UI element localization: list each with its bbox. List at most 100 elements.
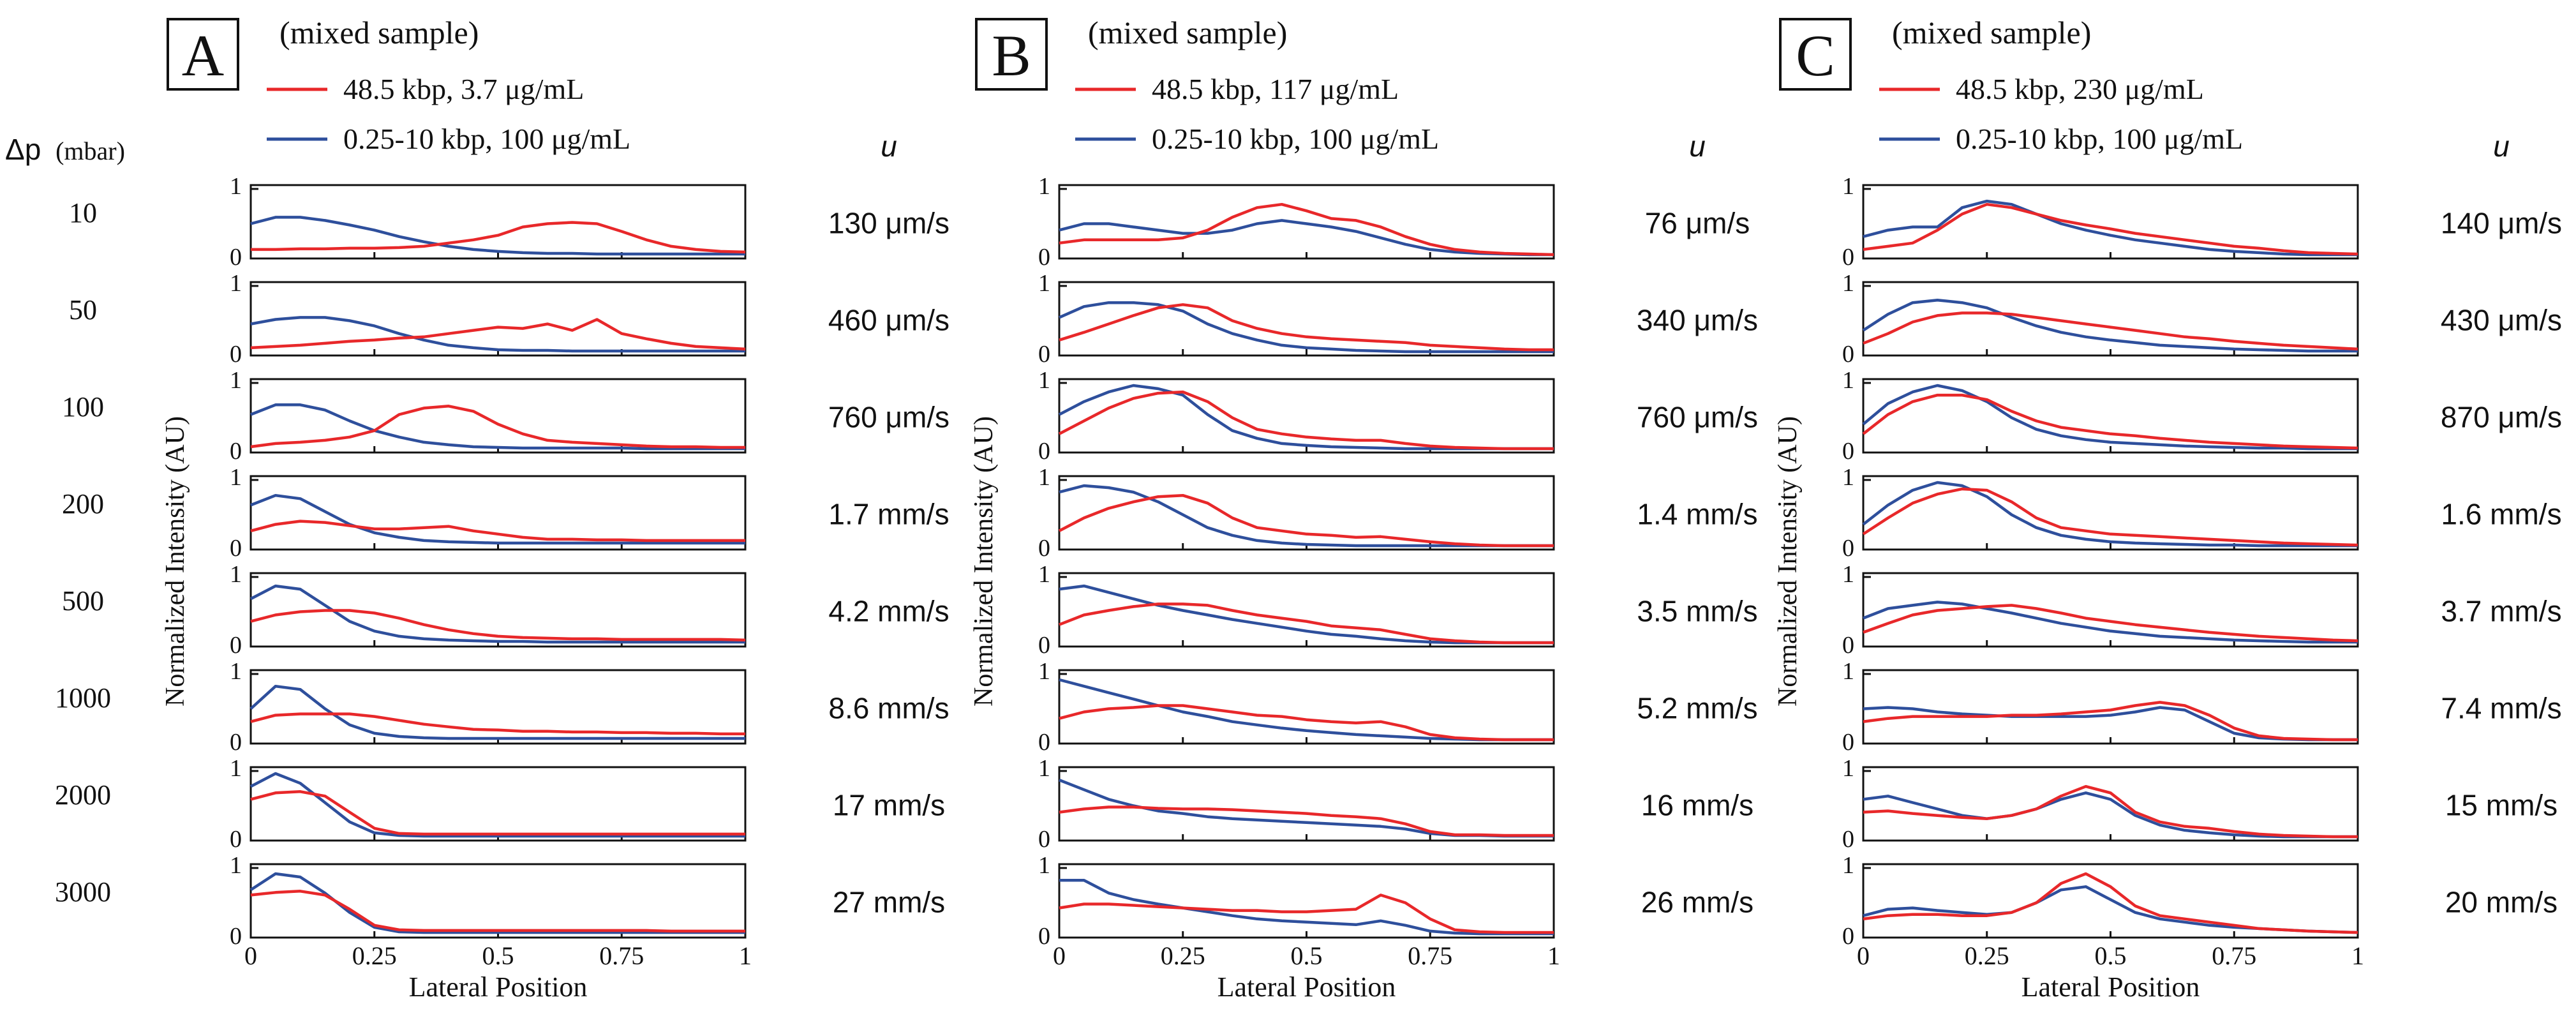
x-tick-label: 0.25 [1161,941,1205,970]
legend-blue-label: 0.25-10 kbp, 100 μg/mL [1956,123,2243,155]
y-tick-label: 1 [1038,270,1050,297]
blue-series-line [1059,484,1554,548]
blue-series-line [249,772,745,838]
blue-series-line [1059,878,1554,936]
x-axis-label: Lateral Position [1217,971,1396,1003]
subplot-frame [1058,572,1555,648]
subplot: 1 0 870 μm/s [1842,367,2562,465]
legend-red-label: 48.5 kbp, 3.7 μg/mL [343,73,584,105]
x-axis-label: Lateral Position [409,971,588,1003]
subplot: 1 0 4.2 mm/s [230,561,949,659]
y-tick-label: 1 [230,270,242,297]
y-tick-label: 1 [1842,464,1854,491]
speed-label: 76 μm/s [1645,207,1750,240]
red-series-line [1862,393,2358,450]
y-tick-label: 0 [230,438,242,465]
speed-label: 26 mm/s [1641,886,1753,919]
legend-blue-label: 0.25-10 kbp, 100 μg/mL [343,123,630,155]
subplot: 1 0 7.4 mm/s [1842,658,2562,756]
u-header: u [2493,130,2510,163]
subplot-frame [1058,475,1555,551]
y-tick-label: 0 [1842,729,1854,756]
y-tick-label: 1 [1038,367,1050,394]
red-series-line [250,890,745,933]
subplot-frame [1058,184,1555,260]
red-series-line [250,405,745,449]
dp-value: 2000 [55,779,111,811]
x-tick-label: 0.75 [599,941,644,970]
subplot-frame [249,863,747,939]
y-tick-label: 0 [230,244,242,271]
y-tick-label: 1 [230,561,242,588]
y-tick-label: 1 [1842,658,1854,685]
y-tick-label: 0 [230,826,242,853]
x-tick-label: 0.25 [352,941,397,970]
y-tick-label: 1 [1038,755,1050,782]
speed-label: 17 mm/s [833,789,945,822]
subplot: 1 0 430 μm/s [1842,270,2562,368]
sample-label: (mixed sample) [279,15,479,50]
red-series-line [1059,894,1554,934]
red-series-line [1863,202,2358,256]
subplot: 1 0 1.6 mm/s [1842,464,2562,562]
y-tick-label: 0 [1038,244,1050,271]
x-tick-label: 0.5 [482,941,514,970]
speed-label: 7.4 mm/s [2441,692,2561,725]
y-tick-label: 0 [1842,535,1854,562]
red-series-line [1863,784,2358,839]
red-series-line [1059,303,1554,352]
y-tick-label: 1 [230,464,242,491]
subplot: 1 0 20 mm/s [1842,852,2557,950]
red-series-line [1863,311,2358,351]
blue-series-line [250,316,745,353]
y-tick-label: 1 [1038,561,1050,588]
red-series-line [1862,487,2358,547]
subplot-frame [1058,281,1555,357]
subplot-frame [1058,766,1555,842]
red-series-line [1059,602,1554,645]
speed-label: 1.6 mm/s [2441,498,2561,531]
panel-letter-box [975,18,1048,91]
panel-a: A (mixed sample) 48.5 kbp, 3.7 μg/mL 0.25-1… [161,15,949,1003]
y-axis-label: Normalized Intensity (AU) [1773,416,1803,707]
panel-letter-box [167,18,239,91]
x-axis-label: Lateral Position [2021,971,2200,1003]
subplot: 1 0 140 μm/s [1842,173,2562,271]
y-tick-label: 1 [1842,755,1854,782]
blue-series-line [1863,199,2358,257]
red-series-line [250,712,745,736]
panels: A (mixed sample) 48.5 kbp, 3.7 μg/mL 0.25-1… [161,15,2562,1003]
subplot: 1 0 5.2 mm/s [1038,658,1758,756]
y-axis-label: Normalized Intensity (AU) [161,416,190,707]
dp-unit: (mbar) [56,137,125,165]
red-series-line [1058,390,1554,451]
y-tick-label: 0 [1842,826,1854,853]
speed-label: 16 mm/s [1641,789,1753,822]
subplot: 1 0 27 mm/s [230,852,945,950]
y-tick-label: 0 [1038,341,1050,368]
speed-label: 3.5 mm/s [1637,595,1757,628]
legend-red-label: 48.5 kbp, 117 μg/mL [1152,73,1399,105]
subplot-frame [1862,184,2359,260]
y-tick-label: 0 [230,341,242,368]
x-tick-label: 0 [1053,941,1066,970]
panel-letter: B [992,23,1031,88]
red-series-line [1059,704,1554,742]
subplot: 1 0 1.7 mm/s [230,464,949,562]
y-tick-label: 0 [230,535,242,562]
y-tick-label: 1 [230,173,242,200]
speed-label: 27 mm/s [833,886,945,919]
sample-label: (mixed sample) [1892,15,2091,50]
subplot-frame [1862,475,2359,551]
blue-series-line [1863,601,2358,644]
y-tick-label: 0 [1842,438,1854,465]
x-tick-label: 1 [739,941,752,970]
y-tick-label: 0 [1038,826,1050,853]
panel-c: C (mixed sample) 48.5 kbp, 230 μg/mL 0.25-1… [1773,15,2562,1003]
dp-value-labels: 10 50 100 200 500 1000 2000 3000 [55,197,111,908]
subplot: 1 0 460 μm/s [230,270,949,368]
y-tick-label: 0 [1038,729,1050,756]
subplot: 1 0 1.4 mm/s [1038,464,1758,562]
red-series-line [250,318,746,351]
y-tick-label: 1 [230,852,242,879]
